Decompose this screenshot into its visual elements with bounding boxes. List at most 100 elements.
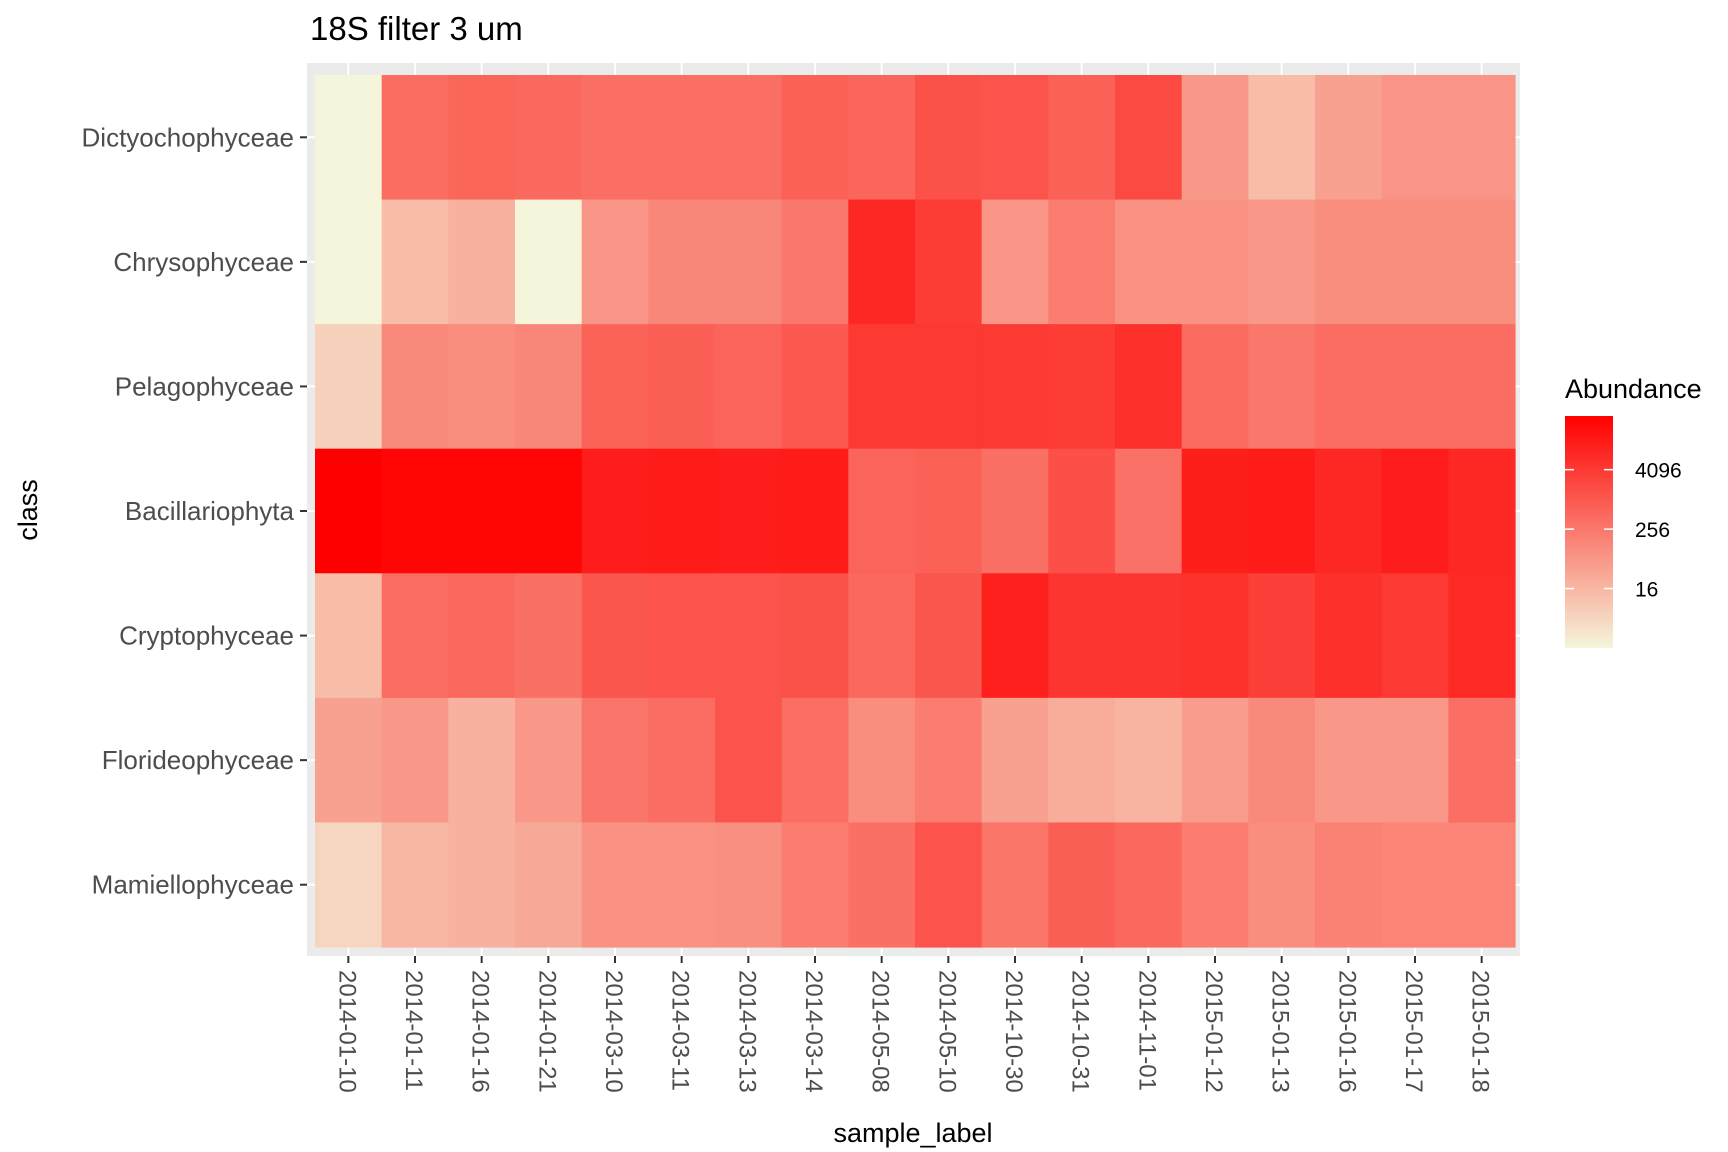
heatmap-cell (1248, 199, 1316, 325)
x-tick-label: 2015-01-17 (1400, 970, 1427, 1093)
heatmap-cell (915, 822, 983, 948)
legend-ticks: 4096 256 16 (1565, 460, 1682, 602)
x-tick-label: 2015-01-18 (1467, 970, 1494, 1093)
heatmap-cell (515, 822, 583, 948)
heatmap-cell (581, 75, 649, 201)
heatmap-cell (448, 822, 516, 948)
heatmap-cell (1048, 448, 1116, 574)
heatmap-cell (1381, 573, 1449, 699)
heatmap-cell (715, 324, 783, 450)
heatmap-cell (381, 822, 449, 948)
legend-title: Abundance (1565, 374, 1702, 404)
y-tick-label: Cryptophyceae (119, 621, 294, 651)
heatmap-cell (1048, 822, 1116, 948)
heatmap-cell (848, 573, 916, 699)
heatmap-cell (981, 75, 1049, 201)
heatmap-cell (1115, 573, 1183, 699)
heatmap-cell (381, 448, 449, 574)
heatmap-cell (381, 324, 449, 450)
heatmap-cell (1048, 75, 1116, 201)
heatmap-cell (915, 573, 983, 699)
heatmap-cell (1181, 573, 1249, 699)
heatmap-cell (315, 324, 383, 450)
heatmap-cell (1181, 199, 1249, 325)
heatmap-cell (381, 573, 449, 699)
legend-break-label: 4096 (1635, 460, 1682, 483)
heatmap-cell (315, 573, 383, 699)
heatmap-cell (648, 199, 716, 325)
y-tick-label: Pelagophyceae (115, 371, 294, 401)
heatmap-cell (1181, 75, 1249, 201)
heatmap-cell (581, 573, 649, 699)
heatmap-cell (781, 75, 849, 201)
heatmap-cells (315, 75, 1516, 948)
heatmap-cell (648, 573, 716, 699)
heatmap-cell (1315, 822, 1383, 948)
heatmap-cell (1381, 75, 1449, 201)
legend: Abundance 4096 256 16 (1565, 374, 1702, 648)
x-tick-label: 2014-05-10 (933, 970, 960, 1093)
heatmap-cell (1381, 697, 1449, 824)
heatmap-cell (915, 75, 983, 201)
heatmap-cell (848, 697, 916, 824)
x-tick-label: 2014-01-16 (467, 970, 494, 1093)
heatmap-cell (915, 199, 983, 325)
heatmap-cell (781, 448, 849, 574)
heatmap-cell (1115, 199, 1183, 325)
heatmap-cell (1381, 324, 1449, 450)
heatmap-cell (1381, 822, 1449, 948)
heatmap-cell (648, 324, 716, 450)
heatmap-cell (915, 697, 983, 824)
heatmap-cell (1048, 324, 1116, 450)
heatmap-cell (381, 75, 449, 201)
heatmap-cell (515, 199, 583, 325)
heatmap-cell (981, 199, 1049, 325)
heatmap-cell (848, 822, 916, 948)
heatmap-cell (915, 448, 983, 574)
heatmap-cell (1381, 199, 1449, 325)
heatmap-cell (1248, 448, 1316, 574)
heatmap-cell (1448, 324, 1516, 450)
x-tick-label: 2014-03-14 (800, 970, 827, 1093)
heatmap-cell (848, 199, 916, 325)
heatmap-cell (715, 573, 783, 699)
x-tick-label: 2015-01-16 (1333, 970, 1360, 1093)
heatmap-cell (781, 324, 849, 450)
heatmap-cell (515, 573, 583, 699)
heatmap-cell (1448, 75, 1516, 201)
heatmap-cell (848, 448, 916, 574)
heatmap-cell (1448, 199, 1516, 325)
x-tick-label: 2014-11-01 (1133, 970, 1160, 1091)
heatmap-cell (1448, 573, 1516, 699)
heatmap-cell (1115, 448, 1183, 574)
heatmap-cell (1315, 324, 1383, 450)
heatmap-cell (648, 822, 716, 948)
heatmap-cell (715, 822, 783, 948)
y-tick-label: Florideophyceae (102, 745, 294, 775)
legend-break-label: 16 (1635, 579, 1658, 602)
x-tick-label: 2014-01-10 (333, 970, 360, 1093)
heatmap-cell (315, 448, 383, 574)
x-tick-label: 2014-05-08 (867, 970, 894, 1093)
x-tick-label: 2014-10-30 (1000, 970, 1027, 1093)
heatmap-cell (981, 697, 1049, 824)
heatmap-cell (1381, 448, 1449, 574)
heatmap-cell (848, 324, 916, 450)
heatmap-cell (981, 822, 1049, 948)
x-tick-label: 2014-03-13 (733, 970, 760, 1093)
y-axis-title: class (13, 479, 43, 541)
heatmap-cell (581, 697, 649, 824)
x-tick-label: 2014-01-21 (533, 970, 560, 1093)
heatmap-cell (648, 448, 716, 574)
heatmap-cell (1315, 573, 1383, 699)
heatmap-cell (581, 448, 649, 574)
heatmap-cell (1115, 822, 1183, 948)
heatmap-cell (515, 448, 583, 574)
heatmap-cell (781, 199, 849, 325)
heatmap-cell (715, 75, 783, 201)
heatmap-cell (1115, 75, 1183, 201)
heatmap-cell (781, 822, 849, 948)
heatmap-cell (448, 199, 516, 325)
x-tick-label: 2014-01-11 (400, 970, 427, 1091)
